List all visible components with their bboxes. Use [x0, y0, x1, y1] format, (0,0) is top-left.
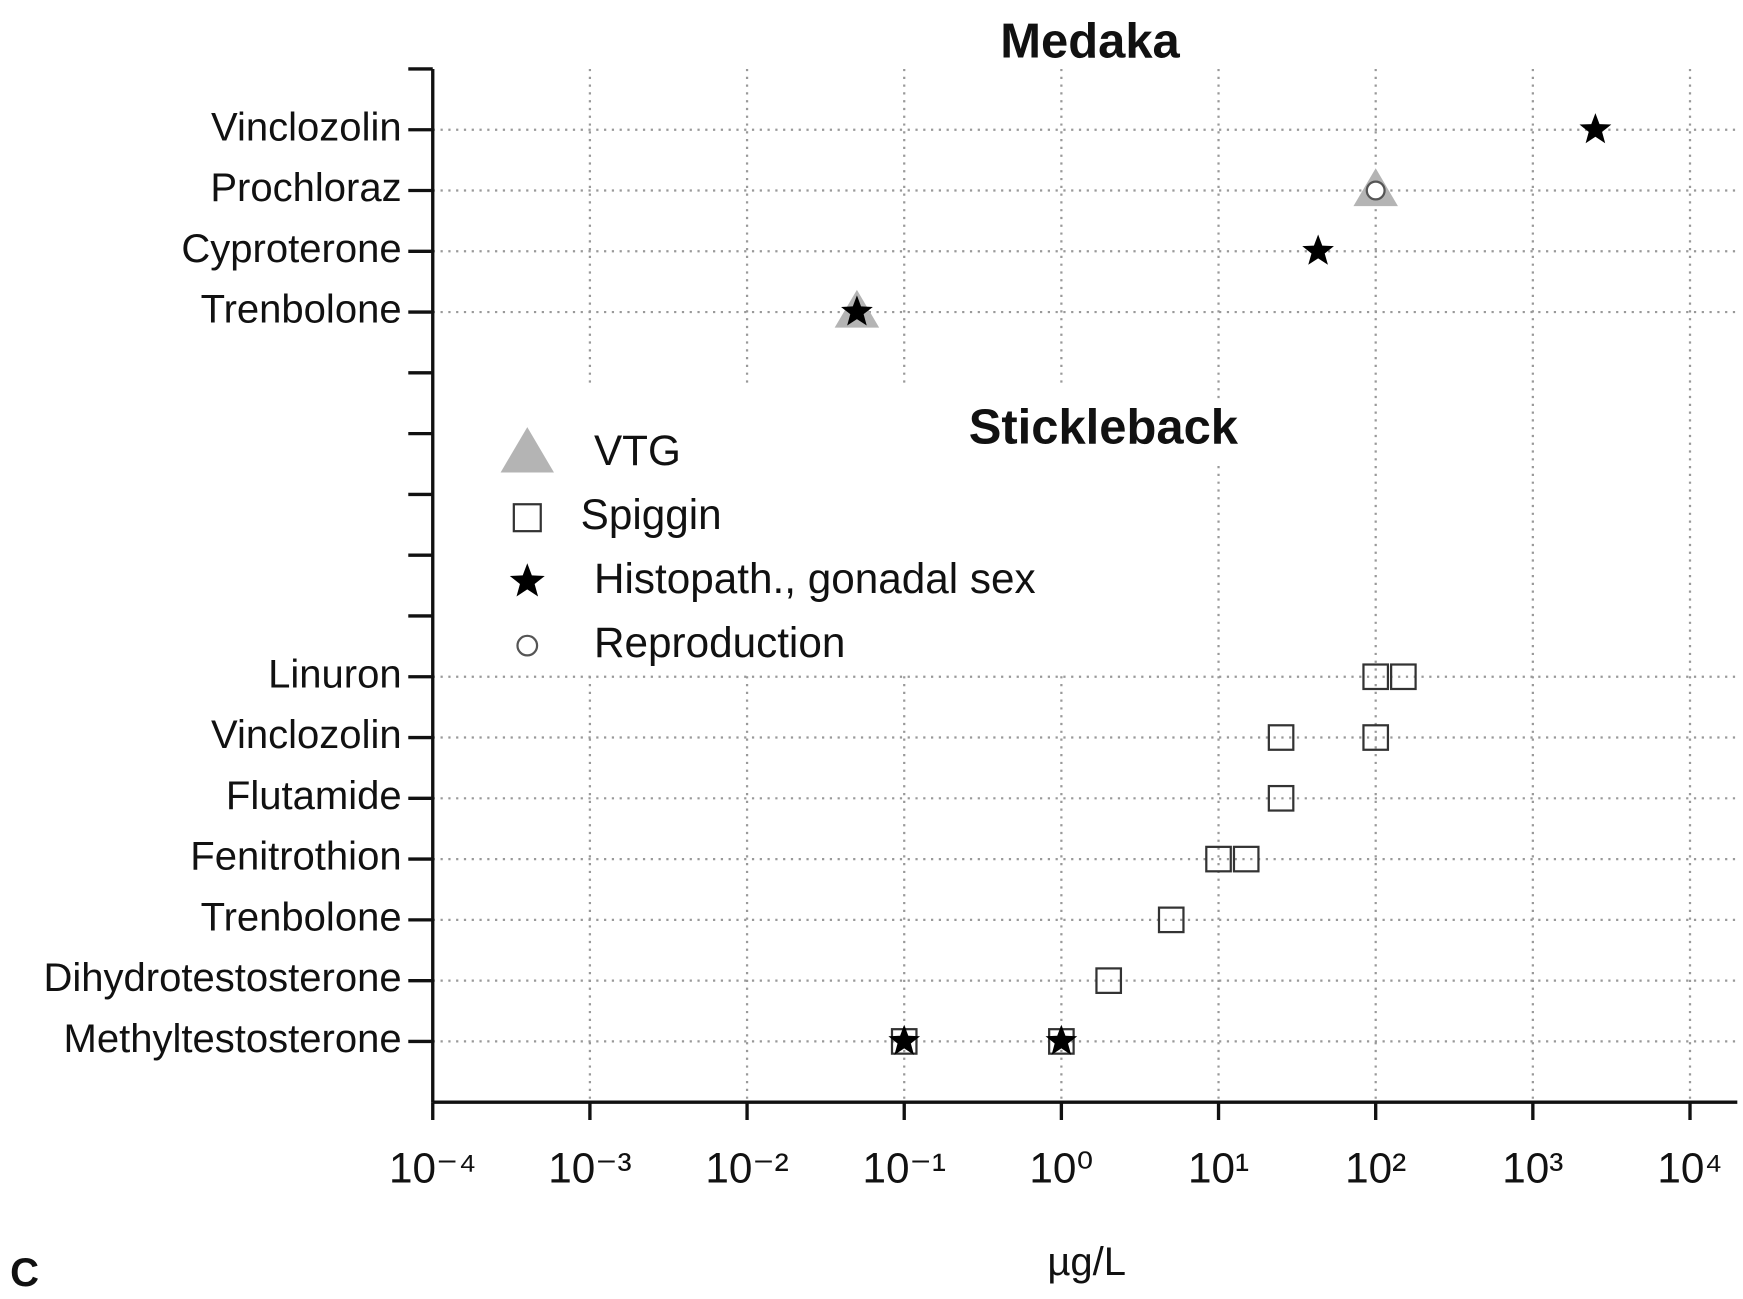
square-marker	[1267, 784, 1295, 812]
square-marker	[1267, 724, 1295, 751]
x-tick-label: 10⁴	[1657, 1144, 1722, 1191]
y-tick-label: Dihydrotestosterone	[44, 956, 402, 1000]
legend-label: Histopath., gonadal sex	[594, 555, 1036, 602]
circle-marker	[1365, 180, 1386, 201]
x-tick-label: 10⁻⁴	[389, 1144, 476, 1191]
y-tick-label: Flutamide	[226, 774, 402, 818]
y-tick-label: Vinclozolin	[211, 713, 402, 757]
square-marker	[1205, 845, 1232, 873]
y-tick-label: Cyproterone	[181, 227, 401, 271]
square-marker	[1157, 906, 1185, 934]
square-marker	[1095, 967, 1123, 994]
square-marker	[1362, 724, 1390, 751]
star-marker	[509, 563, 545, 597]
square-marker	[1390, 663, 1417, 691]
star-marker	[1579, 113, 1612, 144]
x-tick-label: 10⁻³	[548, 1144, 631, 1191]
y-tick-label: Trenbolone	[201, 895, 402, 939]
annotation-background	[947, 400, 1265, 462]
x-tick-label: 10⁻¹	[863, 1144, 946, 1191]
circle-marker	[516, 634, 539, 657]
group-label: Stickleback	[969, 400, 1239, 454]
y-tick-label: Vinclozolin	[211, 105, 402, 149]
legend-label: Reproduction	[594, 619, 845, 666]
square-marker	[512, 503, 542, 533]
y-tick-label: Prochloraz	[210, 166, 401, 210]
star-marker	[1302, 234, 1334, 265]
y-tick-label: Trenbolone	[201, 288, 402, 332]
star-marker	[841, 295, 873, 326]
panel-label: C	[10, 1251, 39, 1295]
x-axis-label: µg/L	[1047, 1240, 1126, 1284]
legend-label: VTG	[594, 427, 681, 474]
legend-label: Spiggin	[581, 491, 722, 538]
y-tick-label: Fenitrothion	[190, 835, 401, 879]
square-marker	[1362, 663, 1390, 691]
x-tick-label: 10²	[1345, 1144, 1406, 1191]
square-marker	[1232, 845, 1260, 873]
star-marker	[888, 1024, 921, 1055]
x-tick-label: 10⁻²	[705, 1144, 788, 1191]
y-tick-label: Linuron	[268, 652, 402, 696]
star-marker	[1045, 1024, 1078, 1055]
x-tick-label: 10⁰	[1029, 1144, 1093, 1191]
chart-title: Medaka	[1000, 14, 1180, 68]
triangle-marker	[500, 427, 554, 473]
x-tick-label: 10¹	[1188, 1144, 1249, 1191]
x-tick-label: 10³	[1502, 1144, 1563, 1191]
y-tick-label: Methyltestosterone	[64, 1017, 402, 1061]
